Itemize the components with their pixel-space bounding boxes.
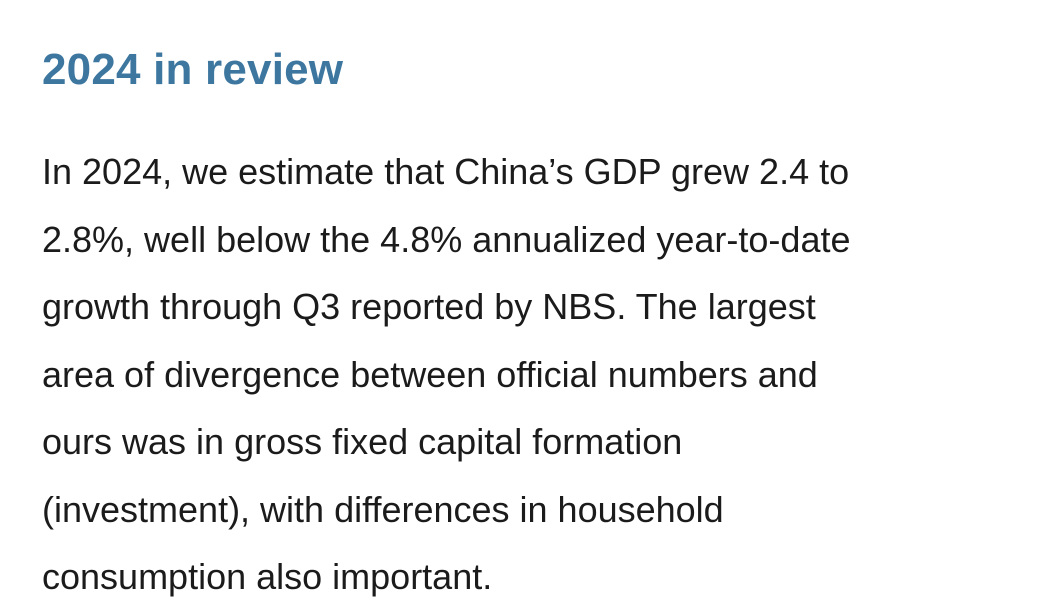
body-paragraph: In 2024, we estimate that China’s GDP gr…: [42, 138, 1032, 611]
paragraph-line: (investment), with differences in househ…: [42, 488, 724, 530]
section-heading: 2024 in review: [42, 45, 344, 94]
paragraph-line: consumption also important.: [42, 556, 493, 597]
paragraph-line: In 2024, we estimate that China’s GDP gr…: [42, 151, 850, 192]
paragraph-line: growth through Q3 reported by NBS. The l…: [42, 286, 816, 327]
paragraph-line: area of divergence between official numb…: [42, 353, 818, 395]
paragraph-line: 2.8%, well below the 4.8% annualized yea…: [42, 218, 851, 260]
article-section: 2024 in review In 2024, we estimate that…: [42, 40, 1032, 597]
paragraph-line: ours was in gross fixed capital formatio…: [42, 421, 683, 462]
